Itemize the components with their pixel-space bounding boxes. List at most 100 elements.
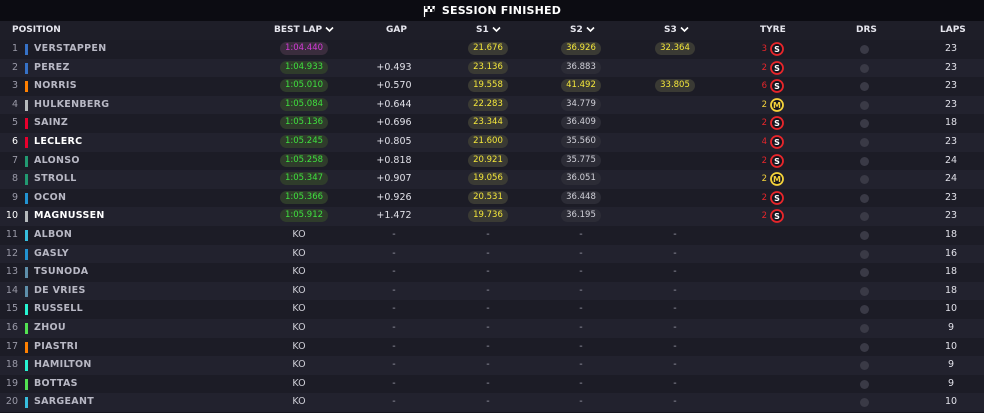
position-number: 8: [11, 173, 18, 185]
laps-value: 9: [947, 321, 955, 333]
col-s2[interactable]: S2: [570, 21, 595, 40]
col-s3[interactable]: S3: [664, 21, 689, 40]
session-status-bar: SESSION FINISHED: [0, 0, 984, 21]
table-row[interactable]: 3 NORRIS 1:05.010 +0.570 19.558 41.492 33.805 6…: [0, 77, 984, 96]
gap-value: +0.907: [376, 173, 412, 185]
s1-value: 19.736: [468, 209, 508, 223]
s2-value: 34.779: [561, 97, 601, 111]
s3-cell: [650, 133, 700, 152]
s2-value: -: [579, 266, 583, 278]
col-best-lap-label: BEST LAP: [274, 25, 323, 35]
s2-value: 41.492: [561, 79, 601, 93]
s1-value: -: [486, 396, 490, 408]
s1-value: 23.136: [468, 60, 508, 74]
svg-text:M: M: [773, 175, 781, 184]
drs-indicator: [860, 175, 869, 185]
s1-value: -: [486, 321, 490, 333]
table-row[interactable]: 17 PIASTRI KO - - - - 10: [0, 337, 984, 357]
s1-cell: 19.736: [463, 207, 513, 226]
drs-indicator: [860, 379, 869, 389]
s3-cell: [650, 207, 700, 226]
s3-value: -: [673, 247, 677, 259]
laps-value: 10: [944, 303, 958, 315]
table-row[interactable]: 2 PEREZ 1:04.933 +0.493 23.136 36.883 2 S 23: [0, 58, 984, 78]
best-lap-cell: 1:05.366: [280, 189, 329, 208]
table-row[interactable]: 6 LECLERC 1:05.245 +0.805 21.600 35.560 4 S 23: [0, 132, 984, 152]
table-row[interactable]: 4 HULKENBERG 1:05.084 +0.644 22.283 34.779 2 M 2…: [0, 95, 984, 115]
gap-value: -: [392, 247, 396, 259]
team-color-bar: [25, 304, 28, 316]
col-s2-label: S2: [570, 25, 583, 35]
s1-value: -: [486, 377, 490, 389]
team-color-bar: [25, 341, 28, 353]
table-row[interactable]: 8 STROLL 1:05.347 +0.907 19.056 36.051 2 M 24: [0, 170, 984, 189]
drs-indicator: [860, 305, 869, 315]
best-lap-value: 1:05.366: [280, 190, 329, 204]
best-lap-value: 1:05.347: [280, 172, 329, 186]
svg-text:S: S: [774, 45, 780, 54]
s1-value: -: [486, 359, 490, 371]
col-s1-label: S1: [476, 25, 489, 35]
position-number: 15: [5, 303, 18, 315]
laps-value: 10: [944, 396, 958, 408]
team-color-bar: [25, 155, 28, 167]
table-row[interactable]: 13 TSUNODA KO - - - - 18: [0, 263, 984, 282]
position-number: 14: [5, 284, 18, 296]
best-lap-value: KO: [292, 396, 306, 408]
s3-cell: 33.805: [650, 77, 700, 96]
table-row[interactable]: 14 DE VRIES KO - - - - 18: [0, 281, 984, 301]
gap-value: -: [392, 340, 396, 352]
s2-value: -: [579, 377, 583, 389]
s2-value: -: [579, 396, 583, 408]
laps-value: 18: [944, 117, 958, 129]
s2-value: -: [579, 284, 583, 296]
position-number: 5: [11, 117, 18, 129]
soft-tyre-icon: S: [770, 116, 784, 131]
s2-value: -: [579, 303, 583, 315]
table-row[interactable]: 11 ALBON KO - - - - 18: [0, 225, 984, 245]
table-row[interactable]: 19 BOTTAS KO - - - - 9: [0, 374, 984, 394]
position-number: 10: [5, 210, 18, 222]
checkered-flag-icon: [423, 5, 435, 17]
table-row[interactable]: 20 SARGEANT KO - - - - 10: [0, 393, 984, 412]
best-lap-value: KO: [292, 377, 306, 389]
s1-cell: 19.056: [463, 170, 513, 189]
s3-value: -: [673, 284, 677, 296]
table-row[interactable]: 1 VERSTAPPEN 1:04.440 21.676 36.926 32.364 3 S 2…: [0, 40, 984, 59]
best-lap-cell: 1:05.245: [280, 133, 329, 152]
team-color-bar: [25, 136, 28, 148]
best-lap-cell: 1:04.440: [280, 40, 329, 59]
best-lap-value: KO: [292, 266, 306, 278]
s2-value: 36.448: [561, 190, 601, 204]
table-row[interactable]: 15 RUSSELL KO - - - - 10: [0, 300, 984, 319]
col-s1[interactable]: S1: [476, 21, 501, 40]
table-row[interactable]: 9 OCON 1:05.366 +0.926 20.531 36.448 2 S 23: [0, 188, 984, 208]
table-row[interactable]: 7 ALONSO 1:05.258 +0.818 20.921 35.775 2 S 24: [0, 151, 984, 171]
table-row[interactable]: 12 GASLY KO - - - - 16: [0, 244, 984, 264]
soft-tyre-icon: S: [770, 190, 784, 205]
driver-name: LECLERC: [34, 135, 83, 147]
best-lap-cell: 1:04.933: [280, 59, 329, 78]
chevron-down-icon: [492, 26, 501, 33]
table-row[interactable]: 5 SAINZ 1:05.136 +0.696 23.344 36.409 2 S 18: [0, 114, 984, 133]
s3-value: -: [673, 303, 677, 315]
col-best-lap[interactable]: BEST LAP: [274, 21, 334, 40]
gap-value: +0.570: [376, 80, 412, 92]
col-tyre: TYRE: [760, 25, 786, 35]
laps-value: 24: [944, 173, 958, 185]
table-row[interactable]: 10 MAGNUSSEN 1:05.912 +1.472 19.736 36.195 2 S 2…: [0, 207, 984, 226]
team-color-bar: [25, 285, 28, 297]
table-row[interactable]: 16 ZHOU KO - - - - 9: [0, 318, 984, 338]
laps-value: 23: [944, 61, 958, 73]
driver-name: SAINZ: [34, 117, 69, 129]
team-color-bar: [25, 360, 28, 372]
s3-value: -: [673, 266, 677, 278]
laps-value: 10: [944, 340, 958, 352]
best-lap-value: KO: [292, 284, 306, 296]
best-lap-value: 1:04.933: [280, 60, 329, 74]
medium-tyre-icon: M: [770, 97, 784, 112]
svg-text:S: S: [774, 157, 780, 166]
drs-indicator: [860, 45, 869, 54]
position-number: 20: [5, 396, 18, 408]
table-row[interactable]: 18 HAMILTON KO - - - - 9: [0, 356, 984, 375]
